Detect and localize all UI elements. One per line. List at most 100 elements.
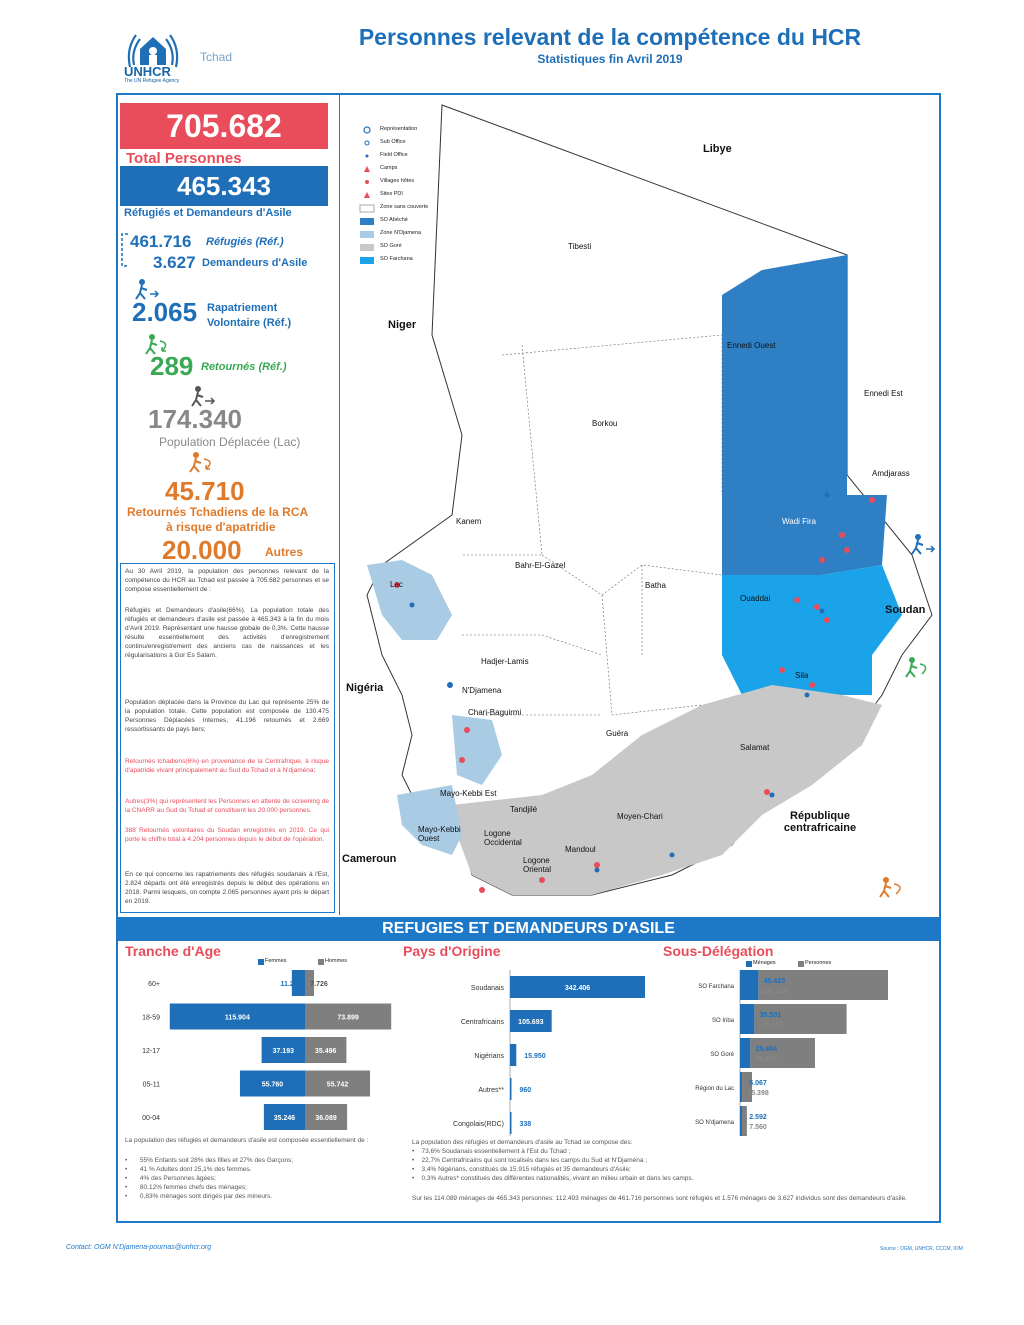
del-chart-title: Sous-Délégation <box>663 943 774 959</box>
del-bar-menages <box>740 1106 742 1136</box>
age-foot-list: • 55% Enfants soit 28% des filles et 27%… <box>125 1156 405 1201</box>
zone-ouaddai-sila <box>722 565 902 695</box>
origin-chart-title: Pays d'Origine <box>403 943 501 959</box>
del-value-personnes: 200.120 <box>762 988 787 995</box>
returnees-icon <box>145 334 167 355</box>
label-ennedi-est: Ennedi Est <box>864 389 903 398</box>
age-bar-femmes <box>263 1104 305 1130</box>
age-value-femmes: 115.904 <box>225 1015 250 1022</box>
age-bar-hommes <box>305 1037 347 1063</box>
del-legend-p: Personnes <box>805 960 832 966</box>
legend-sites-pdi: Sites PDI <box>380 191 403 197</box>
label-mandoul: Mandoul <box>565 845 596 854</box>
label-nigeria: Nigéria <box>346 682 384 694</box>
delegation-chart: SO Farchana 45.425 200.120 SO Iriba 35.501 14… <box>695 970 888 1136</box>
age-legend-h-swatch <box>318 959 324 965</box>
unhcr-logo <box>127 34 179 68</box>
label-batha: Batha <box>645 581 666 590</box>
zone-ennedi-est <box>722 255 847 495</box>
label-libye: Libye <box>703 143 732 155</box>
age-foot-item: • 80,12% femmes chefs des ménages; <box>125 1184 247 1191</box>
del-bar-personnes <box>742 1072 753 1102</box>
legend-field-office: Field Office <box>380 152 408 158</box>
contact-text: Contact: OGM N'Djamena-pournas@unhcr.org <box>66 1244 212 1251</box>
origin-bar <box>510 1078 512 1100</box>
refugees-value: 461.716 <box>130 232 192 251</box>
legend-so-farchana: SO Farchana <box>380 256 413 262</box>
del-value-personnes: 142.382 <box>758 1022 783 1029</box>
label-rca: République centrafricaine <box>783 810 857 834</box>
repatriation-label-1: Rapatriement <box>207 302 278 314</box>
rca-label-1: Retournés Tchadiens de la RCA <box>127 505 309 519</box>
del-category-label: SO Iriba <box>712 1018 735 1024</box>
bracket-icon <box>121 233 128 267</box>
total-label: Total Personnes <box>126 150 242 167</box>
rca-label-2: à risque d'apatridie <box>166 520 276 534</box>
del-value-personnes: 15.398 <box>747 1090 769 1097</box>
age-bar-femmes <box>239 1070 305 1097</box>
age-bar-hommes <box>305 970 315 996</box>
repatriation-label-2: Volontaire (Réf.) <box>207 317 292 329</box>
del-value-menages: 25.404 <box>756 1046 778 1053</box>
origin-category-label: Soudanais <box>471 985 505 992</box>
section-banner: REFUGIES ET DEMANDEURS D'ASILE <box>118 917 939 941</box>
age-value-femmes: 35.246 <box>274 1115 296 1122</box>
age-foot-item: • 0,83% ménages sont dirigés par des min… <box>125 1193 273 1200</box>
age-value-hommes: 7.726 <box>310 981 328 988</box>
refugees-asylum-label: Réfugiés et Demandeurs d'Asile <box>124 207 292 219</box>
source-text: Source : OGM, UNHCR, CCCM, IOM <box>880 1246 963 1252</box>
origin-category-label: Autres** <box>478 1087 504 1094</box>
label-logone-or: Logone Oriental <box>523 856 552 874</box>
label-hadjer-lamis: Hadjer-Lamis <box>481 657 529 666</box>
legend-zone-ndjamena: Zone N'Djamena <box>380 230 422 236</box>
label-borkou: Borkou <box>592 419 618 428</box>
del-bar-menages <box>740 970 759 1000</box>
age-category-label: 60+ <box>148 981 160 988</box>
origin-category-label: Nigérians <box>474 1053 504 1060</box>
label-lac: Lac <box>390 580 403 589</box>
del-legend-p-swatch <box>798 961 804 967</box>
country-label: Tchad <box>200 50 233 64</box>
del-bar-menages <box>740 1072 743 1102</box>
label-tibesti: Tibesti <box>568 242 592 251</box>
origin-foot-item: • 0,3% Autres* constitués des différente… <box>412 1175 694 1182</box>
description-p5: En ce qui concerne les rapatriements des… <box>125 871 329 905</box>
age-value-femmes: 11.270 <box>280 981 301 988</box>
del-value-personnes: 7.560 <box>749 1124 767 1131</box>
age-value-femmes: 55.760 <box>262 1082 284 1089</box>
camp-markers <box>394 497 875 893</box>
label-cameroun: Cameroun <box>342 853 397 865</box>
age-legend-f-swatch <box>258 959 264 965</box>
origin-foot-item: • 22,7% Centrafricains qui sont localisé… <box>412 1157 648 1164</box>
age-category-label: 05-11 <box>143 1082 160 1089</box>
returnees-label: Retournés (Réf.) <box>201 361 287 373</box>
asylum-value: 3.627 <box>153 253 196 272</box>
label-soudan: Soudan <box>885 604 926 616</box>
description-p1: Au 30 Avril 2019, la population des pers… <box>125 568 329 593</box>
label-wadi-fira: Wadi Fira <box>782 517 816 526</box>
legend-representation: Représentation <box>380 126 418 132</box>
del-value-menages: 45.425 <box>764 978 786 985</box>
description-p1b: Réfugiés et Demandeurs d'asile(66%). La … <box>125 607 329 659</box>
main-frame <box>116 93 941 1223</box>
origin-foot-intro: La population des réfugiés et demandeurs… <box>412 1139 633 1146</box>
del-value-menages: 35.501 <box>760 1012 782 1019</box>
label-chari-baguirmi: Chari-Baguirmi <box>468 708 522 717</box>
label-tandjile: Tandjilé <box>510 805 538 814</box>
legend-villages: Villages hôtes <box>380 178 415 184</box>
refugees-label: Réfugiés (Réf.) <box>206 236 284 248</box>
asylum-label: Demandeurs d'Asile <box>202 257 308 269</box>
logo-subtext: The UN Refugee Agency <box>124 78 180 84</box>
del-category-label: Région du Lac <box>695 1086 734 1092</box>
origin-foot-item: • 73,6% Soudanais essentiellement à l'Es… <box>412 1148 571 1155</box>
label-logone-occ: Logone Occidental <box>484 829 522 847</box>
description-box <box>120 563 335 913</box>
age-value-hommes: 35.496 <box>315 1048 337 1055</box>
age-foot-item: • 4% des Personnes âgées; <box>125 1175 216 1182</box>
zone-south <box>452 685 882 895</box>
del-legend-m-swatch <box>746 961 752 967</box>
left-column <box>118 95 340 915</box>
age-bar-femmes <box>261 1037 305 1063</box>
map-legend <box>359 126 375 264</box>
zone-mayo-kebbi <box>397 785 462 855</box>
